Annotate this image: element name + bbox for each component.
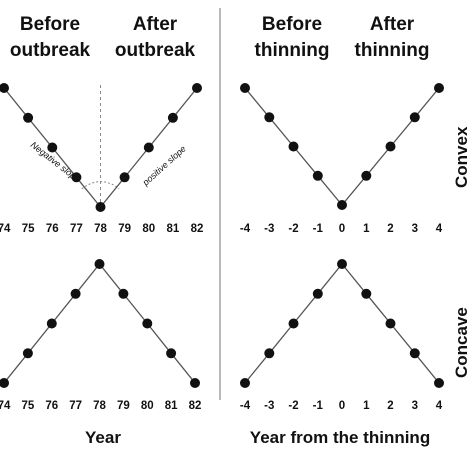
series-line <box>244 262 440 384</box>
data-point-76 <box>47 142 58 153</box>
data-point-0 <box>337 200 347 210</box>
series-line <box>3 262 196 384</box>
data-point-75 <box>23 112 34 123</box>
data-point-74 <box>0 83 9 93</box>
data-point--2 <box>288 318 299 329</box>
x-tick-label: 78 <box>94 223 107 235</box>
data-point-77 <box>70 288 81 299</box>
header-before-thinning-line2: thinning <box>255 40 330 61</box>
data-point-80 <box>143 142 154 153</box>
data-point--2 <box>288 141 299 152</box>
data-point-81 <box>166 348 177 359</box>
x-tick-label: -3 <box>264 223 274 235</box>
header-after-outbreak-line2: outbreak <box>115 40 196 61</box>
x-tick-label: 3 <box>412 400 418 412</box>
data-point-80 <box>142 318 153 329</box>
x-tick-label: 2 <box>387 400 393 412</box>
x-axis-title-year-from-thinning: Year from the thinning <box>250 428 430 447</box>
header-before-outbreak-line2: outbreak <box>10 40 91 61</box>
data-point-82 <box>190 378 200 388</box>
x-tick-label: -2 <box>288 400 298 412</box>
panel-bottom-right-concave: -4 -3 -2 -1 0 1 2 3 4 <box>240 259 444 412</box>
data-point-3 <box>409 112 420 123</box>
x-tick-label: 79 <box>117 400 130 412</box>
x-tick-label: 78 <box>93 400 106 412</box>
x-tick-label: 80 <box>142 223 155 235</box>
data-point-82 <box>192 83 202 93</box>
data-point--4 <box>240 83 250 93</box>
panel-top-right-convex: -4 -3 -2 -1 0 1 2 3 4 <box>240 83 444 235</box>
header-after-thinning-line1: After <box>370 14 415 35</box>
data-point-4 <box>434 378 444 388</box>
x-tick-label: 4 <box>436 400 443 412</box>
data-point-2 <box>385 141 396 152</box>
series-line <box>244 87 440 207</box>
x-tick-label: 80 <box>141 400 154 412</box>
x-tick-label: 81 <box>167 223 180 235</box>
x-tick-label: 82 <box>189 400 202 412</box>
header-after-outbreak-line1: After <box>133 14 178 35</box>
data-point-79 <box>118 288 129 299</box>
x-tick-label: 1 <box>363 223 370 235</box>
header-before-thinning-line1: Before <box>262 14 322 35</box>
x-tick-label: -4 <box>240 223 251 235</box>
data-point-78 <box>95 202 106 212</box>
row-label-convex: Convex <box>452 126 471 188</box>
x-tick-label: 76 <box>45 400 58 412</box>
x-tick-label: 82 <box>191 223 204 235</box>
data-point--4 <box>240 378 250 388</box>
x-tick-label: -1 <box>313 223 324 235</box>
data-point-3 <box>409 348 420 359</box>
x-tick-label: 77 <box>69 400 82 412</box>
data-point-79 <box>119 172 130 183</box>
x-tick-label: 76 <box>46 223 59 235</box>
header-before-outbreak-line1: Before <box>20 14 80 35</box>
x-tick-label: 75 <box>22 400 35 412</box>
data-point-4 <box>434 83 444 93</box>
data-point-77 <box>71 172 82 183</box>
data-point--1 <box>312 170 323 181</box>
data-point--1 <box>312 288 323 299</box>
angle-arc <box>81 181 120 190</box>
x-tick-label: 75 <box>22 223 35 235</box>
x-tick-label: 1 <box>363 400 370 412</box>
data-point-81 <box>167 112 178 123</box>
data-point-78 <box>94 259 105 269</box>
data-point-2 <box>385 318 396 329</box>
data-point--3 <box>264 348 275 359</box>
header-after-thinning-line2: thinning <box>355 40 430 61</box>
x-tick-label: 77 <box>70 223 83 235</box>
x-tick-label: 4 <box>436 223 443 235</box>
x-tick-label: 81 <box>165 400 178 412</box>
x-tick-label: 3 <box>412 223 418 235</box>
x-tick-label: 79 <box>118 223 131 235</box>
x-tick-label: 74 <box>0 400 11 412</box>
x-tick-label: -2 <box>288 223 298 235</box>
data-point-1 <box>361 288 372 299</box>
data-point-0 <box>337 259 347 269</box>
data-point-1 <box>361 170 372 181</box>
x-tick-label: 0 <box>339 223 345 235</box>
x-tick-label: -4 <box>240 400 251 412</box>
data-point-76 <box>46 318 57 329</box>
row-label-concave: Concave <box>452 307 471 378</box>
x-tick-label: 74 <box>0 223 11 235</box>
x-tick-label: 2 <box>387 223 393 235</box>
x-axis-title-year: Year <box>85 428 121 447</box>
x-tick-label: -1 <box>313 400 324 412</box>
panel-top-left-convex: 74 75 76 77 78 79 80 81 82 <box>0 83 203 235</box>
data-point--3 <box>264 112 275 123</box>
data-point-74 <box>0 378 9 388</box>
data-point-75 <box>22 348 33 359</box>
panel-bottom-left-concave: 74 75 76 77 78 79 80 81 82 <box>0 259 201 412</box>
x-tick-label: 0 <box>339 400 345 412</box>
x-tick-label: -3 <box>264 400 274 412</box>
